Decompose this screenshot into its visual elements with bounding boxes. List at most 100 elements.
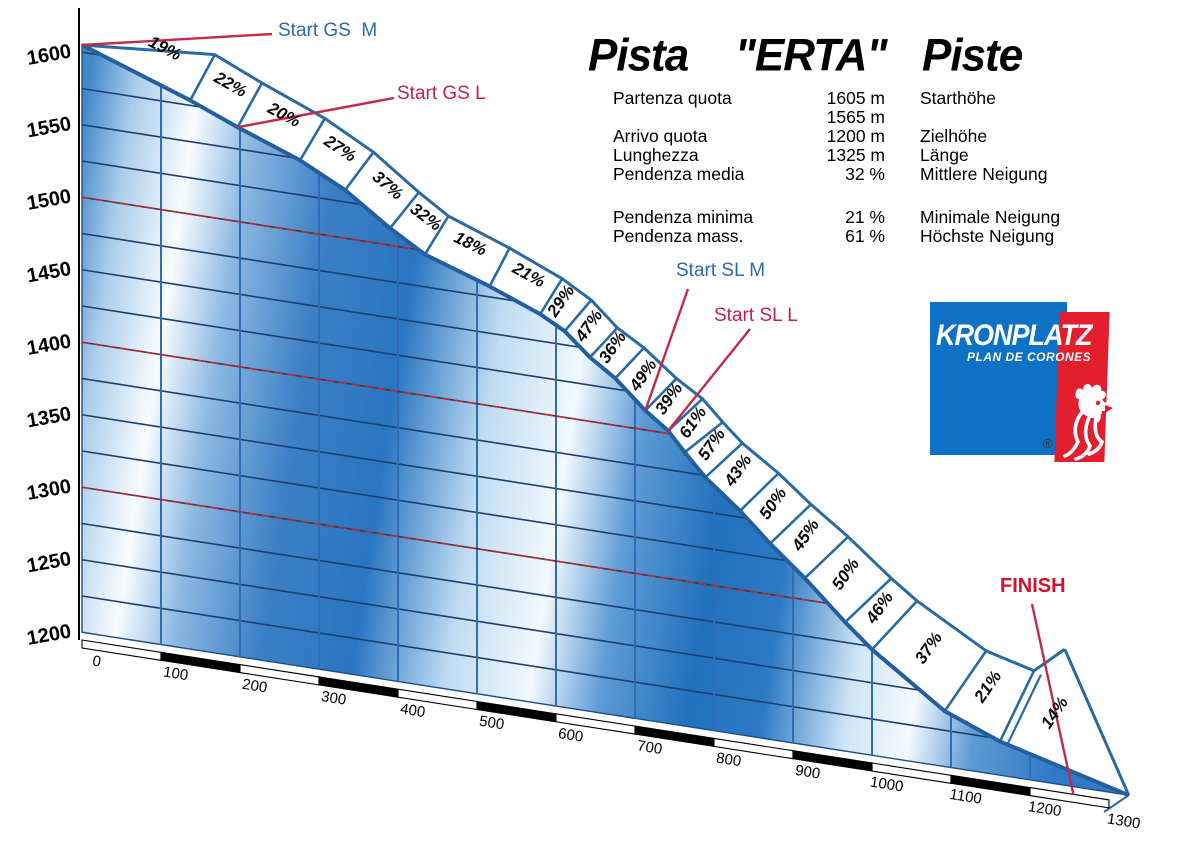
segment-divider: [423, 215, 450, 256]
gradient-pct-label: 57%: [694, 425, 729, 464]
info-label-de: Höchste Neigung: [920, 226, 1055, 246]
y-tick-label: 1400: [25, 331, 73, 360]
marker-pointer-lines: [81, 32, 1075, 795]
info-value: 61 %: [845, 226, 885, 246]
y-tick-label: 1200: [25, 621, 73, 650]
finish-label: FINISH: [1000, 575, 1066, 597]
kronplatz-logo: KRONPLATZ PLAN DE CORONES ®: [928, 300, 1140, 470]
segment-divider: [389, 191, 420, 230]
gradient-ribbon: [81, 43, 1131, 813]
info-label-it: Partenza quota: [613, 88, 732, 108]
start-sl-m-label: Start SL M: [676, 260, 766, 281]
elevation-axis: 1600 1550 1500 1450 1400 1350 1300 1250 1200: [25, 8, 80, 650]
info-value: 32 %: [845, 164, 885, 184]
y-tick-label: 1250: [25, 548, 73, 577]
x-tick-label: 1000: [869, 774, 905, 796]
info-label-de: Minimale Neigung: [920, 207, 1061, 227]
y-tick-label: 1350: [25, 403, 73, 432]
info-label-it: Pendenza mass.: [613, 226, 744, 246]
x-tick-label: 1300: [1106, 810, 1142, 832]
start-sl-l-label: Start SL L: [714, 305, 798, 326]
start-gs-m-line: [81, 32, 273, 47]
gradient-pct-label: 50%: [828, 555, 863, 594]
info-value: 1605 m: [826, 88, 885, 108]
info-value: 21 %: [845, 207, 885, 227]
segment-divider: [488, 247, 511, 287]
info-label-de: Länge: [920, 145, 969, 165]
info-row: Pendenza minima 21 % Minimale Neigung: [613, 207, 1173, 227]
info-label-de: Starthöhe: [920, 88, 996, 108]
segment-divider: [563, 299, 593, 333]
registered-trademark-icon: ®: [1043, 436, 1053, 451]
gradient-pct-label: 27%: [320, 131, 360, 166]
gradient-pct-label: 37%: [911, 629, 946, 668]
x-tick-label: 0: [91, 653, 102, 671]
info-row: Arrivo quota 1200 m Zielhöhe: [613, 126, 1173, 146]
logo-subtitle-text: PLAN DE CORONES: [967, 350, 1092, 364]
x-tick-label: 800: [715, 750, 742, 771]
segment-divider: [803, 535, 849, 580]
gradient-pct-label: 46%: [861, 588, 897, 628]
info-label-it: Arrivo quota: [613, 126, 708, 146]
x-tick-label: 1200: [1027, 798, 1063, 820]
page-title-word-2: "ERTA": [735, 30, 887, 81]
segment-divider: [1006, 674, 1042, 746]
contour-line: [82, 595, 1129, 760]
end-face-edge: [1063, 648, 1131, 796]
x-tick-label: 500: [478, 713, 505, 734]
info-row: Partenza quota 1605 m Starthöhe: [613, 88, 1173, 108]
segment-divider: [189, 54, 216, 101]
x-tick-label: 300: [320, 688, 347, 709]
start-sl-l-line: [667, 328, 751, 432]
y-tick-label: 1550: [25, 113, 73, 142]
info-label-it: Pendenza minima: [613, 207, 754, 227]
y-tick-label: 1300: [25, 476, 73, 505]
red-contour-line: [82, 196, 1129, 362]
gradient-pct-label: 21%: [970, 667, 1006, 707]
logo-blue-panel: [930, 302, 1067, 455]
red-contour-line: [82, 486, 1129, 652]
segment-divider: [739, 472, 780, 512]
rooster-icon: [1063, 384, 1113, 461]
segment-divider: [236, 82, 264, 128]
x-tick-label: 1100: [948, 786, 983, 808]
info-value: 1200 m: [826, 126, 885, 146]
page-title-word-3: Piste: [922, 30, 1023, 81]
y-tick-label: 1500: [25, 186, 73, 215]
gradient-pct-label: 21%: [508, 258, 548, 292]
info-row: Pendenza media 32 % Mittlere Neigung: [613, 164, 1173, 184]
distance-scale-bar: 0 100 200 300 400 500 600 700 800 900 1000 1100 1200…: [81, 639, 1142, 832]
info-row: Lunghezza 1325 m Länge: [613, 145, 1173, 165]
red-contour-line: [82, 341, 1129, 507]
gradient-pct-label: 19%: [146, 32, 185, 64]
segment-divider: [644, 377, 678, 412]
segment-divider: [298, 117, 326, 161]
segment-divider: [998, 670, 1036, 743]
info-value: 1325 m: [826, 145, 885, 165]
info-row: Pendenza mass. 61 % Höchste Neigung: [613, 226, 1173, 246]
gradient-pct-label: 37%: [369, 167, 407, 204]
segment-divider: [871, 600, 919, 651]
gradient-pct-label: 14%: [1037, 693, 1072, 732]
logo-brand-text: KRONPLATZ: [936, 318, 1092, 352]
gradient-pct-label: 43%: [720, 451, 756, 491]
segment-divider: [704, 442, 744, 479]
info-label-de: Mittlere Neigung: [920, 164, 1048, 184]
info-label-it: Pendenza media: [613, 164, 745, 184]
start-gs-m-label: Start GS M: [278, 20, 378, 41]
end-face-base: [1103, 794, 1130, 813]
segment-divider: [614, 346, 645, 380]
segment-divider: [769, 503, 812, 545]
x-tick-label: 200: [241, 676, 268, 697]
segment-divider: [683, 421, 724, 454]
segment-divider: [539, 278, 564, 315]
segment-divider: [344, 151, 375, 191]
x-tick-label: 400: [399, 700, 426, 721]
y-tick-label: 1600: [25, 41, 73, 70]
y-tick-label: 1450: [25, 258, 73, 287]
segment-divider: [943, 650, 988, 712]
x-tick-label: 100: [162, 664, 189, 685]
start-gs-l-label: Start GS L: [397, 83, 486, 104]
